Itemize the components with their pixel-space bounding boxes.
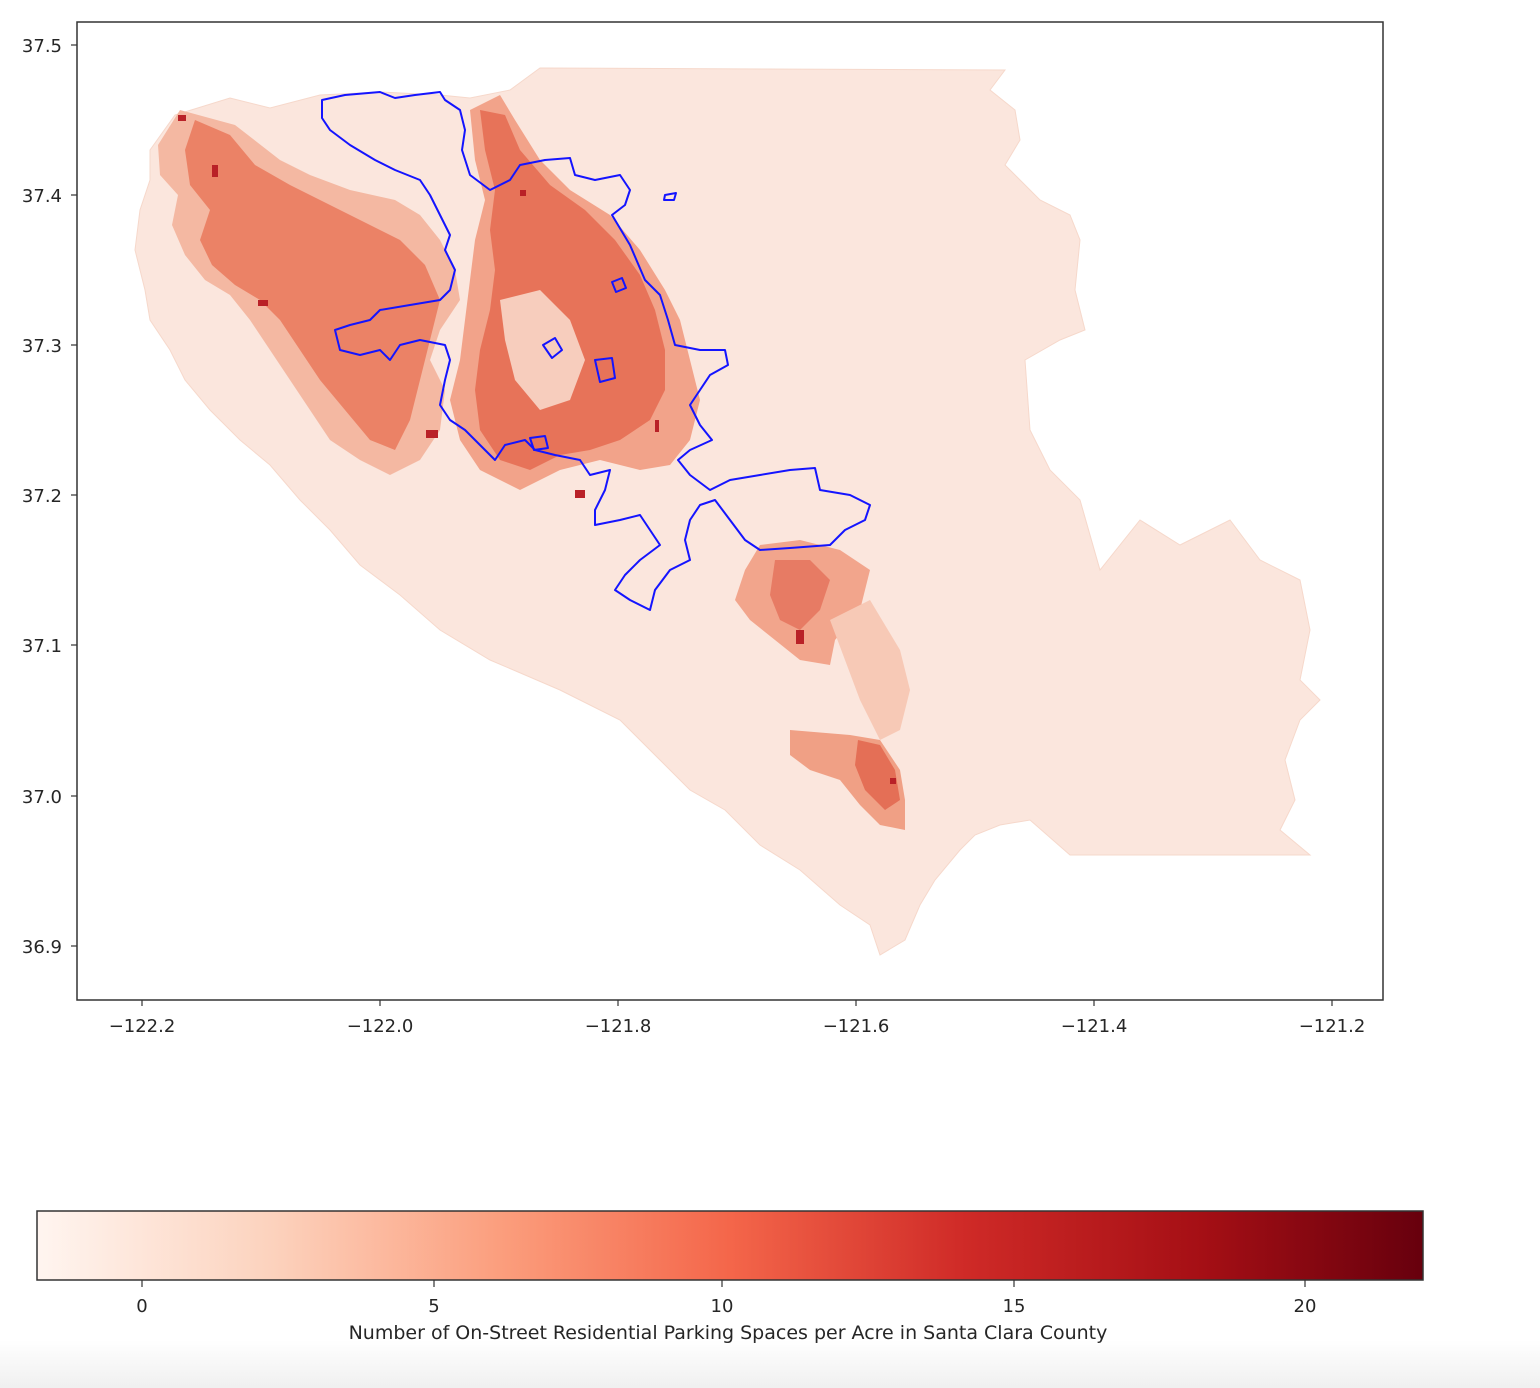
colorbar-gradient bbox=[36, 1210, 1424, 1281]
y-tick-label: 37.3 bbox=[22, 336, 62, 357]
density-core-low bbox=[500, 290, 585, 410]
x-tick-label: −121.2 bbox=[1299, 1016, 1366, 1037]
colorbar-tick-label: 20 bbox=[1294, 1296, 1317, 1317]
x-tick-label: −121.6 bbox=[823, 1016, 890, 1037]
x-tick-label: −121.8 bbox=[585, 1016, 652, 1037]
y-tick-label: 37.4 bbox=[22, 186, 62, 207]
y-tick-label: 37.5 bbox=[22, 36, 62, 57]
x-tick-label: −121.4 bbox=[1061, 1016, 1128, 1037]
density-west-high bbox=[185, 120, 440, 450]
y-tick-label: 36.9 bbox=[22, 937, 62, 958]
colorbar-tick-label: 0 bbox=[136, 1296, 147, 1317]
city-boundary bbox=[321, 91, 871, 611]
bottom-fade bbox=[0, 1340, 1540, 1388]
colorbar-label: Number of On-Street Residential Parking … bbox=[349, 1322, 1108, 1344]
x-tick-label: −122.2 bbox=[109, 1016, 176, 1037]
x-axis: −122.2 −122.0 −121.8 −121.6 −121.4 −121.… bbox=[109, 1000, 1366, 1037]
colorbar: 0 5 10 15 20 Number of On-Street Residen… bbox=[36, 1210, 1424, 1344]
y-tick-label: 37.2 bbox=[22, 486, 62, 507]
colorbar-tick-label: 10 bbox=[711, 1296, 734, 1317]
map-content bbox=[134, 67, 1321, 956]
density-gilroy-high bbox=[855, 740, 900, 810]
x-tick-label: −122.0 bbox=[347, 1016, 414, 1037]
density-corridor-low bbox=[830, 600, 910, 740]
colorbar-tick-label: 15 bbox=[1003, 1296, 1026, 1317]
colorbar-tick-label: 5 bbox=[428, 1296, 439, 1317]
y-tick-label: 37.1 bbox=[22, 636, 62, 657]
y-tick-label: 37.0 bbox=[22, 787, 62, 808]
density-morgan-hill-high bbox=[770, 560, 830, 630]
y-axis: 37.5 37.4 37.3 37.2 37.1 37.0 36.9 bbox=[22, 36, 77, 958]
max-density-specks bbox=[178, 115, 896, 784]
